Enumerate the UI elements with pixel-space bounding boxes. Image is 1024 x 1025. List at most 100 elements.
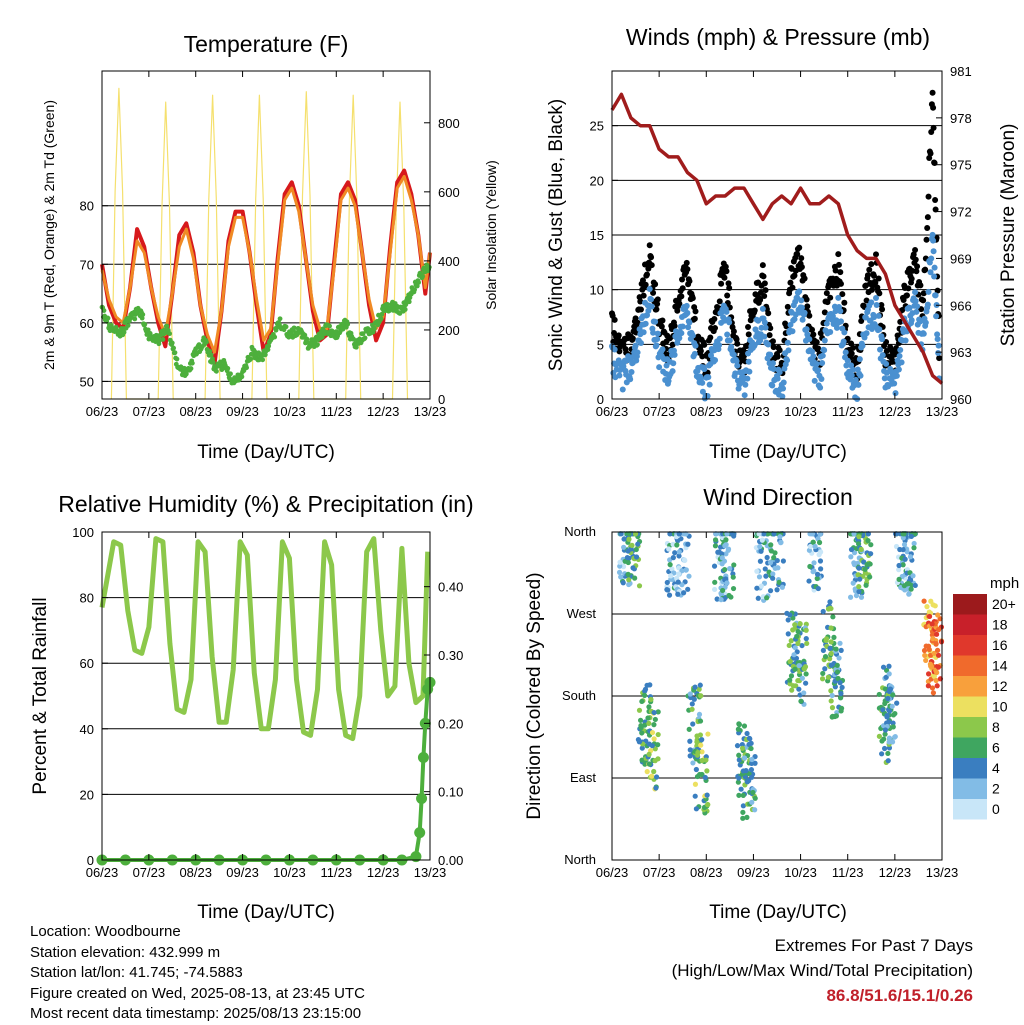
wind-point — [798, 304, 805, 311]
wind-direction-point — [728, 594, 734, 600]
y2-tick-label: 981 — [950, 64, 972, 79]
wind-direction-point — [830, 614, 836, 620]
y-tick-label: 25 — [590, 119, 604, 134]
legend-label: 18 — [992, 617, 1008, 633]
wind-direction-point — [828, 662, 834, 668]
wind-direction-point — [754, 568, 760, 574]
wind-point — [848, 372, 855, 379]
wind-point — [929, 231, 936, 238]
gust-point — [718, 280, 725, 287]
wind-point — [741, 392, 748, 399]
wind-direction-point — [900, 535, 906, 541]
gust-point — [922, 266, 929, 273]
gust-point — [873, 251, 879, 258]
wind-direction-point — [876, 691, 882, 698]
wind-direction-point — [702, 774, 708, 781]
x-tick-label: 09/23 — [226, 404, 259, 419]
x-tick-label: 12/23 — [879, 404, 912, 419]
dewpoint-point — [160, 337, 166, 342]
wind-direction-point — [765, 531, 771, 537]
wind-direction-point — [624, 554, 630, 561]
wind-direction-point — [816, 552, 822, 558]
wind-direction-point — [756, 574, 763, 580]
y2-tick-label: 972 — [950, 205, 972, 220]
wind-direction-point — [743, 768, 749, 774]
wind-point — [689, 332, 696, 339]
wind-point — [733, 358, 740, 365]
x-tick-label: 13/23 — [414, 404, 447, 419]
gust-point — [917, 282, 924, 289]
dewpoint-point — [105, 315, 111, 321]
wind-direction-point — [885, 695, 891, 702]
legend-label: 2 — [992, 781, 1000, 797]
wind-direction-point — [908, 533, 914, 540]
dewpoint-point — [188, 366, 194, 371]
wind-point — [837, 318, 844, 325]
wind-direction-point — [740, 792, 746, 798]
humidity-panel: Relative Humidity (%) & Precipitation (i… — [30, 491, 474, 923]
y-tick-label: 60 — [80, 316, 94, 331]
wind-direction-point — [934, 683, 940, 689]
dewpoint-point — [379, 311, 385, 317]
dewpoint-point — [169, 340, 175, 346]
y2-tick-label: 600 — [438, 185, 460, 200]
gust-point — [798, 255, 805, 262]
wind-direction-point — [790, 627, 796, 633]
wind-direction-point — [777, 534, 783, 540]
dewpoint-point — [214, 368, 219, 374]
y-tick-label: 0 — [597, 392, 604, 407]
y-tick-label: 60 — [80, 656, 94, 671]
wind-direction-point — [714, 596, 720, 602]
wind-direction-point — [741, 755, 748, 761]
wind-point — [645, 307, 652, 314]
wind-direction-point — [831, 634, 837, 640]
wind-direction-point — [817, 558, 824, 564]
legend-swatch — [953, 655, 987, 676]
wind-direction-point — [806, 578, 812, 584]
dewpoint-point — [172, 350, 178, 356]
wind-direction-point — [687, 691, 693, 697]
x-tick-label: 12/23 — [879, 865, 912, 880]
wind-point — [932, 292, 939, 299]
gust-point — [654, 300, 661, 307]
wind-point — [646, 286, 653, 293]
wind-point — [798, 297, 805, 304]
wind-direction-point — [652, 758, 658, 764]
legend-label: 20+ — [992, 596, 1016, 612]
wind-direction-point — [636, 707, 643, 713]
wind-direction-point — [759, 537, 765, 543]
dewpoint-point — [108, 322, 114, 328]
wind-direction-point — [921, 598, 927, 604]
wind-point — [933, 313, 940, 320]
wind-direction-point — [838, 690, 844, 697]
gust-point — [930, 124, 937, 131]
dewpoint-point — [167, 331, 173, 337]
gust-point — [762, 287, 769, 294]
wind-point — [906, 304, 913, 311]
dewpoint-point — [225, 366, 231, 371]
wind-point — [821, 347, 828, 354]
gust-point — [810, 331, 817, 338]
wind-direction-point — [685, 586, 691, 592]
wind-point — [863, 330, 870, 337]
wind-direction-point — [683, 531, 689, 537]
wind-direction-point — [858, 594, 865, 600]
wind-direction-point — [851, 560, 857, 566]
wind-direction-point — [694, 739, 700, 745]
wind-direction-point — [882, 745, 888, 752]
legend-label: 14 — [992, 658, 1008, 674]
x-tick-label: 13/23 — [926, 404, 959, 419]
wind-direction-point — [774, 587, 780, 593]
wind-direction-point — [803, 627, 809, 633]
wind-direction-point — [750, 789, 756, 796]
gust-point — [801, 275, 808, 282]
wind-point — [823, 320, 830, 327]
gust-point — [730, 328, 737, 335]
wind-point — [920, 330, 927, 337]
wind-direction-point — [901, 583, 907, 589]
gust-point — [646, 242, 653, 249]
wind-direction-point — [768, 542, 774, 548]
wind-direction-point — [727, 566, 733, 572]
wind-direction-point — [651, 722, 657, 728]
wind-point — [656, 364, 663, 371]
